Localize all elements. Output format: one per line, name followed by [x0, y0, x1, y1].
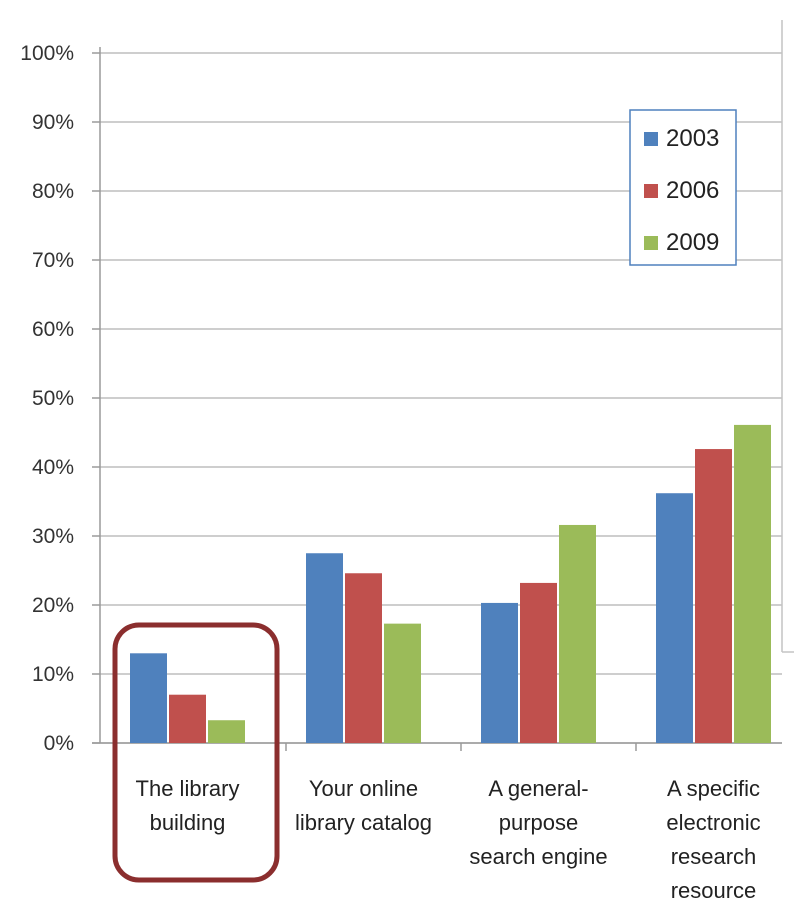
legend-label: 2006	[666, 177, 719, 204]
bar-2009	[208, 720, 245, 743]
bar-2003	[130, 653, 167, 743]
y-tick-label: 0%	[44, 732, 74, 755]
y-tick-label: 70%	[32, 249, 74, 272]
x-category-label: Your online	[309, 776, 418, 801]
bar-2006	[695, 449, 732, 743]
bar-2006	[520, 582, 557, 743]
x-category-label: resource	[671, 878, 757, 903]
legend-swatch-2009	[644, 236, 658, 250]
y-tick-label: 50%	[32, 387, 74, 410]
y-tick-label: 20%	[32, 594, 74, 617]
bar-2009	[734, 424, 771, 743]
legend-swatch-2006	[644, 184, 658, 198]
bar-2006	[169, 694, 206, 743]
bar-2009	[384, 623, 421, 743]
highlight-box	[112, 622, 280, 883]
bar-2006	[345, 573, 382, 743]
x-category-label: The library	[136, 776, 240, 801]
legend-label: 2003	[666, 125, 719, 152]
bar-2003	[656, 493, 693, 743]
y-tick-label: 30%	[32, 525, 74, 548]
y-tick-label: 40%	[32, 456, 74, 479]
legend-label: 2009	[666, 229, 719, 256]
bar-2003	[481, 602, 518, 743]
x-category-label: purpose	[499, 810, 579, 835]
y-tick-label: 80%	[32, 180, 74, 203]
x-category-label: library catalog	[295, 810, 432, 835]
x-category-label: A general-	[488, 776, 588, 801]
bar-2009	[559, 524, 596, 743]
x-category-label: building	[150, 810, 226, 835]
x-category-label: electronic	[666, 810, 760, 835]
y-tick-label: 100%	[20, 42, 74, 65]
bar-2003	[306, 553, 343, 743]
legend-swatch-2003	[644, 132, 658, 146]
y-tick-label: 10%	[32, 663, 74, 686]
y-tick-label: 60%	[32, 318, 74, 341]
x-category-label: research	[671, 844, 757, 869]
x-category-label: search engine	[469, 844, 607, 869]
y-tick-label: 90%	[32, 111, 74, 134]
x-category-label: A specific	[667, 776, 760, 801]
